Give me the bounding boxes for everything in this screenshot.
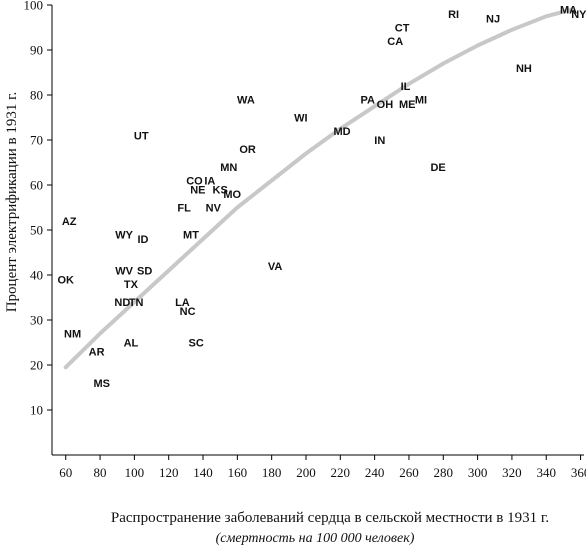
- data-point-mt: MT: [183, 230, 199, 242]
- x-tick-label: 260: [399, 465, 419, 480]
- x-tick-label: 140: [193, 465, 213, 480]
- y-tick-label: 80: [30, 88, 43, 103]
- data-point-nv: NV: [206, 203, 222, 215]
- data-point-ut: UT: [134, 131, 149, 143]
- data-point-mi: MI: [415, 95, 427, 107]
- data-point-mo: MO: [223, 189, 241, 201]
- data-point-ms: MS: [94, 378, 111, 390]
- data-point-ar: AR: [89, 347, 105, 359]
- data-point-wi: WI: [294, 113, 307, 125]
- data-point-fl: FL: [177, 203, 191, 215]
- x-tick-label: 240: [365, 465, 385, 480]
- data-point-nd: ND: [114, 297, 130, 309]
- data-point-wa: WA: [237, 95, 255, 107]
- data-point-il: IL: [401, 81, 411, 93]
- data-point-tx: TX: [124, 279, 139, 291]
- x-tick-label: 220: [331, 465, 351, 480]
- data-point-la: LA: [175, 297, 190, 309]
- data-point-ia: IA: [204, 176, 215, 188]
- data-point-ma: MA: [560, 5, 577, 17]
- x-axis-title: Распространение заболеваний сердца в сел…: [111, 510, 549, 526]
- y-tick-label: 100: [24, 0, 44, 13]
- data-point-nj: NJ: [486, 14, 500, 26]
- data-point-wv: WV: [115, 266, 133, 278]
- data-point-id: ID: [137, 234, 148, 246]
- data-point-ny: NY: [571, 9, 586, 21]
- x-tick-label: 80: [94, 465, 107, 480]
- data-point-sc: SC: [189, 338, 204, 350]
- x-tick-label: 320: [502, 465, 522, 480]
- data-point-va: VA: [268, 261, 283, 273]
- data-point-nm: NM: [64, 329, 81, 341]
- data-point-de: DE: [430, 162, 445, 174]
- y-tick-label: 50: [30, 223, 43, 238]
- data-point-oh: OH: [377, 99, 394, 111]
- data-point-ok: OK: [57, 275, 74, 287]
- data-point-nh: NH: [516, 63, 532, 75]
- y-tick-label: 20: [30, 358, 43, 373]
- data-point-sd: SD: [137, 266, 152, 278]
- data-point-ri: RI: [448, 9, 459, 21]
- data-point-md: MD: [333, 126, 350, 138]
- x-tick-label: 360: [571, 465, 586, 480]
- data-point-ne: NE: [190, 185, 205, 197]
- y-tick-label: 40: [30, 268, 43, 283]
- data-point-me: ME: [399, 99, 416, 111]
- data-point-ca: CA: [387, 36, 403, 48]
- data-point-az: AZ: [62, 216, 77, 228]
- x-tick-label: 200: [296, 465, 316, 480]
- data-point-in: IN: [374, 135, 385, 147]
- data-point-ks: KS: [213, 185, 228, 197]
- data-point-co: CO: [186, 176, 203, 188]
- y-tick-label: 60: [30, 178, 43, 193]
- x-tick-label: 100: [125, 465, 145, 480]
- y-axis-title: Процент электрификации в 1931 г.: [4, 92, 20, 313]
- x-tick-label: 120: [159, 465, 179, 480]
- x-tick-label: 340: [536, 465, 556, 480]
- data-point-al: AL: [124, 338, 139, 350]
- data-point-pa: PA: [361, 95, 376, 107]
- data-point-wy: WY: [115, 230, 133, 242]
- data-point-or: OR: [239, 144, 256, 156]
- x-axis-subtitle: (смертность на 100 000 человек): [216, 531, 415, 546]
- data-point-ct: CT: [395, 23, 410, 35]
- y-tick-label: 70: [30, 133, 43, 148]
- y-tick-label: 90: [30, 43, 43, 58]
- x-tick-label: 180: [262, 465, 282, 480]
- y-tick-label: 10: [30, 403, 43, 418]
- data-point-nc: NC: [180, 306, 196, 318]
- data-point-mn: MN: [220, 162, 237, 174]
- trend-line: [63, 7, 574, 370]
- x-tick-label: 60: [59, 465, 72, 480]
- x-tick-label: 300: [468, 465, 488, 480]
- x-tick-label: 160: [228, 465, 248, 480]
- x-tick-label: 280: [434, 465, 454, 480]
- y-tick-label: 30: [30, 313, 43, 328]
- data-point-tn: TN: [129, 297, 144, 309]
